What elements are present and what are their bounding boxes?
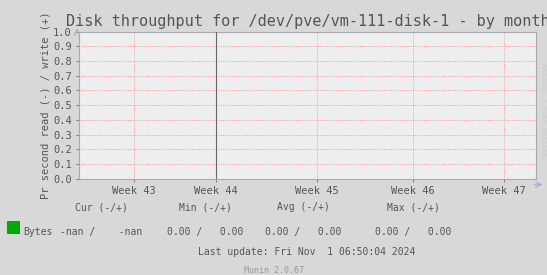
Text: 0.00 /   0.00: 0.00 / 0.00 [265,227,342,237]
Text: RRDTOOL / TOBI OETIKER: RRDTOOL / TOBI OETIKER [540,63,545,157]
Text: 0.00 /   0.00: 0.00 / 0.00 [167,227,243,237]
Text: Bytes: Bytes [24,227,53,237]
Text: Max (-/+): Max (-/+) [387,202,439,212]
Title: Disk throughput for /dev/pve/vm-111-disk-1 - by month: Disk throughput for /dev/pve/vm-111-disk… [66,14,547,29]
Text: Munin 2.0.67: Munin 2.0.67 [243,266,304,274]
Text: -nan /    -nan: -nan / -nan [60,227,142,237]
Text: Last update: Fri Nov  1 06:50:04 2024: Last update: Fri Nov 1 06:50:04 2024 [197,247,415,257]
Text: Min (-/+): Min (-/+) [179,202,231,212]
Text: 0.00 /   0.00: 0.00 / 0.00 [375,227,451,237]
Y-axis label: Pr second read (-) / write (+): Pr second read (-) / write (+) [40,12,50,199]
Text: Cur (-/+): Cur (-/+) [75,202,127,212]
Text: Avg (-/+): Avg (-/+) [277,202,330,212]
